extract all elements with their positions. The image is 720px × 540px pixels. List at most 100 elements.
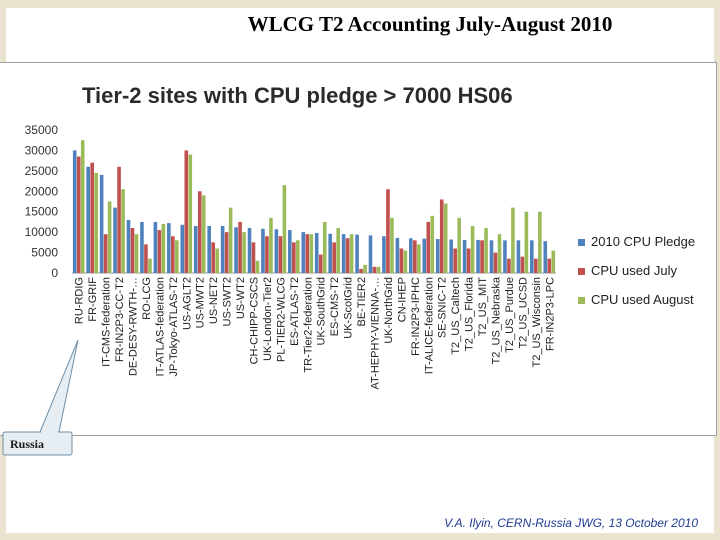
category-label: FR-IN2P3-LPC [544,277,556,351]
category-label: FR-IN2P3-CC-T2 [114,277,126,362]
y-tick-label: 15000 [25,205,59,219]
y-tick-label: 5000 [31,246,58,260]
bar-august [390,217,394,273]
bar-pledge [113,207,117,273]
bar-august [296,240,300,273]
bar-july [547,258,552,273]
category-label: UK-ScotGrid [343,277,355,339]
bar-pledge [449,239,453,273]
bar-july [251,242,256,273]
category-label: US-AGLT2 [181,277,193,330]
bar-august [376,266,381,273]
bar-july [278,236,283,273]
bar-pledge [247,228,252,273]
category-label: IT-CMS-federation [101,277,113,367]
category-label: CN-IHEP [396,277,408,322]
russia-callout: Russia [10,437,45,451]
bar-august [282,185,287,273]
category-label: FR-GRIF [87,277,99,322]
bar-july [332,242,336,273]
category-label: US-MWT2 [195,277,207,328]
bar-july [265,236,269,273]
bar-august [538,211,542,273]
bar-july [466,248,471,273]
bar-august [94,172,98,273]
bar-august [524,211,529,273]
bar-august [322,221,327,273]
bar-august [349,234,354,273]
bar-august [188,154,193,273]
category-label: US-SWT2 [222,277,234,327]
bar-july [413,240,417,273]
bar-august [269,217,273,273]
category-label: SE-SNIC-T2 [437,277,449,338]
callout-box [2,431,73,456]
category-label: UK-SouthGrid [316,277,328,345]
bar-august [417,244,421,273]
bar-pledge [422,238,427,273]
bar-july [520,256,525,273]
bar-august [80,140,85,273]
bar-pledge [153,221,158,273]
bar-pledge [516,240,521,273]
bar-pledge [543,241,548,273]
bar-july [292,242,296,273]
bar-pledge [86,166,90,273]
bar-july [318,254,323,273]
bar-july [171,236,175,273]
category-label: T2_US_Florida [464,276,476,351]
bar-august [511,207,515,273]
bar-pledge [368,235,373,273]
category-label: T2_US_Caltech [450,277,462,355]
bar-august [134,234,139,273]
bar-pledge [234,227,238,273]
bar-august [309,234,314,273]
bar-august [363,264,367,273]
category-label: T2_US_MIT [477,277,489,337]
bar-august [457,217,461,273]
slide-border-right [714,0,720,540]
category-label: ES-CMS-T2 [329,277,341,336]
category-label: T2_US_UCSD [517,277,529,349]
legend-label: CPU used July [591,263,677,278]
legend-swatch [578,268,585,275]
bar-july [480,240,484,273]
y-tick-label: 30000 [25,143,59,157]
bar-pledge [126,219,131,273]
bar-july [359,268,363,273]
chart-title: Tier-2 sites with CPU pledge > 7000 HS06 [82,83,513,108]
bar-pledge [462,239,467,273]
category-label: CH-CHIPP-CSCS [249,277,261,364]
category-label: BE-TIER2 [356,277,368,327]
category-label: T2_US_Nebraska [491,276,503,364]
bar-august [430,215,435,273]
y-tick-label: 0 [51,266,58,280]
bar-august [336,228,340,273]
bar-july [238,221,242,273]
bar-july [103,234,108,273]
legend-label: 2010 CPU Pledge [591,234,695,249]
bar-july [507,258,511,273]
bar-pledge [328,233,332,273]
bar-august [497,234,502,273]
category-label: DE-DESY-RWTH-… [128,277,140,376]
category-label: IT-ALICE-federation [423,277,435,374]
bar-pledge [476,239,480,273]
bar-pledge [274,229,279,273]
bar-july [439,199,444,273]
bar-august [148,258,152,273]
category-label: JP-Tokyo-ATLAS-T2 [168,277,180,376]
bar-pledge [72,150,77,273]
bar-pledge [193,226,198,273]
slide-border-bottom [0,533,720,540]
bar-pledge [207,226,211,273]
bar-august [255,260,260,273]
bar-july [130,228,135,273]
bar-pledge [99,174,104,273]
bar-pledge [288,230,292,273]
bar-august [228,207,233,273]
bar-july [184,150,189,273]
bar-august [242,232,246,273]
bar-july [426,221,431,273]
